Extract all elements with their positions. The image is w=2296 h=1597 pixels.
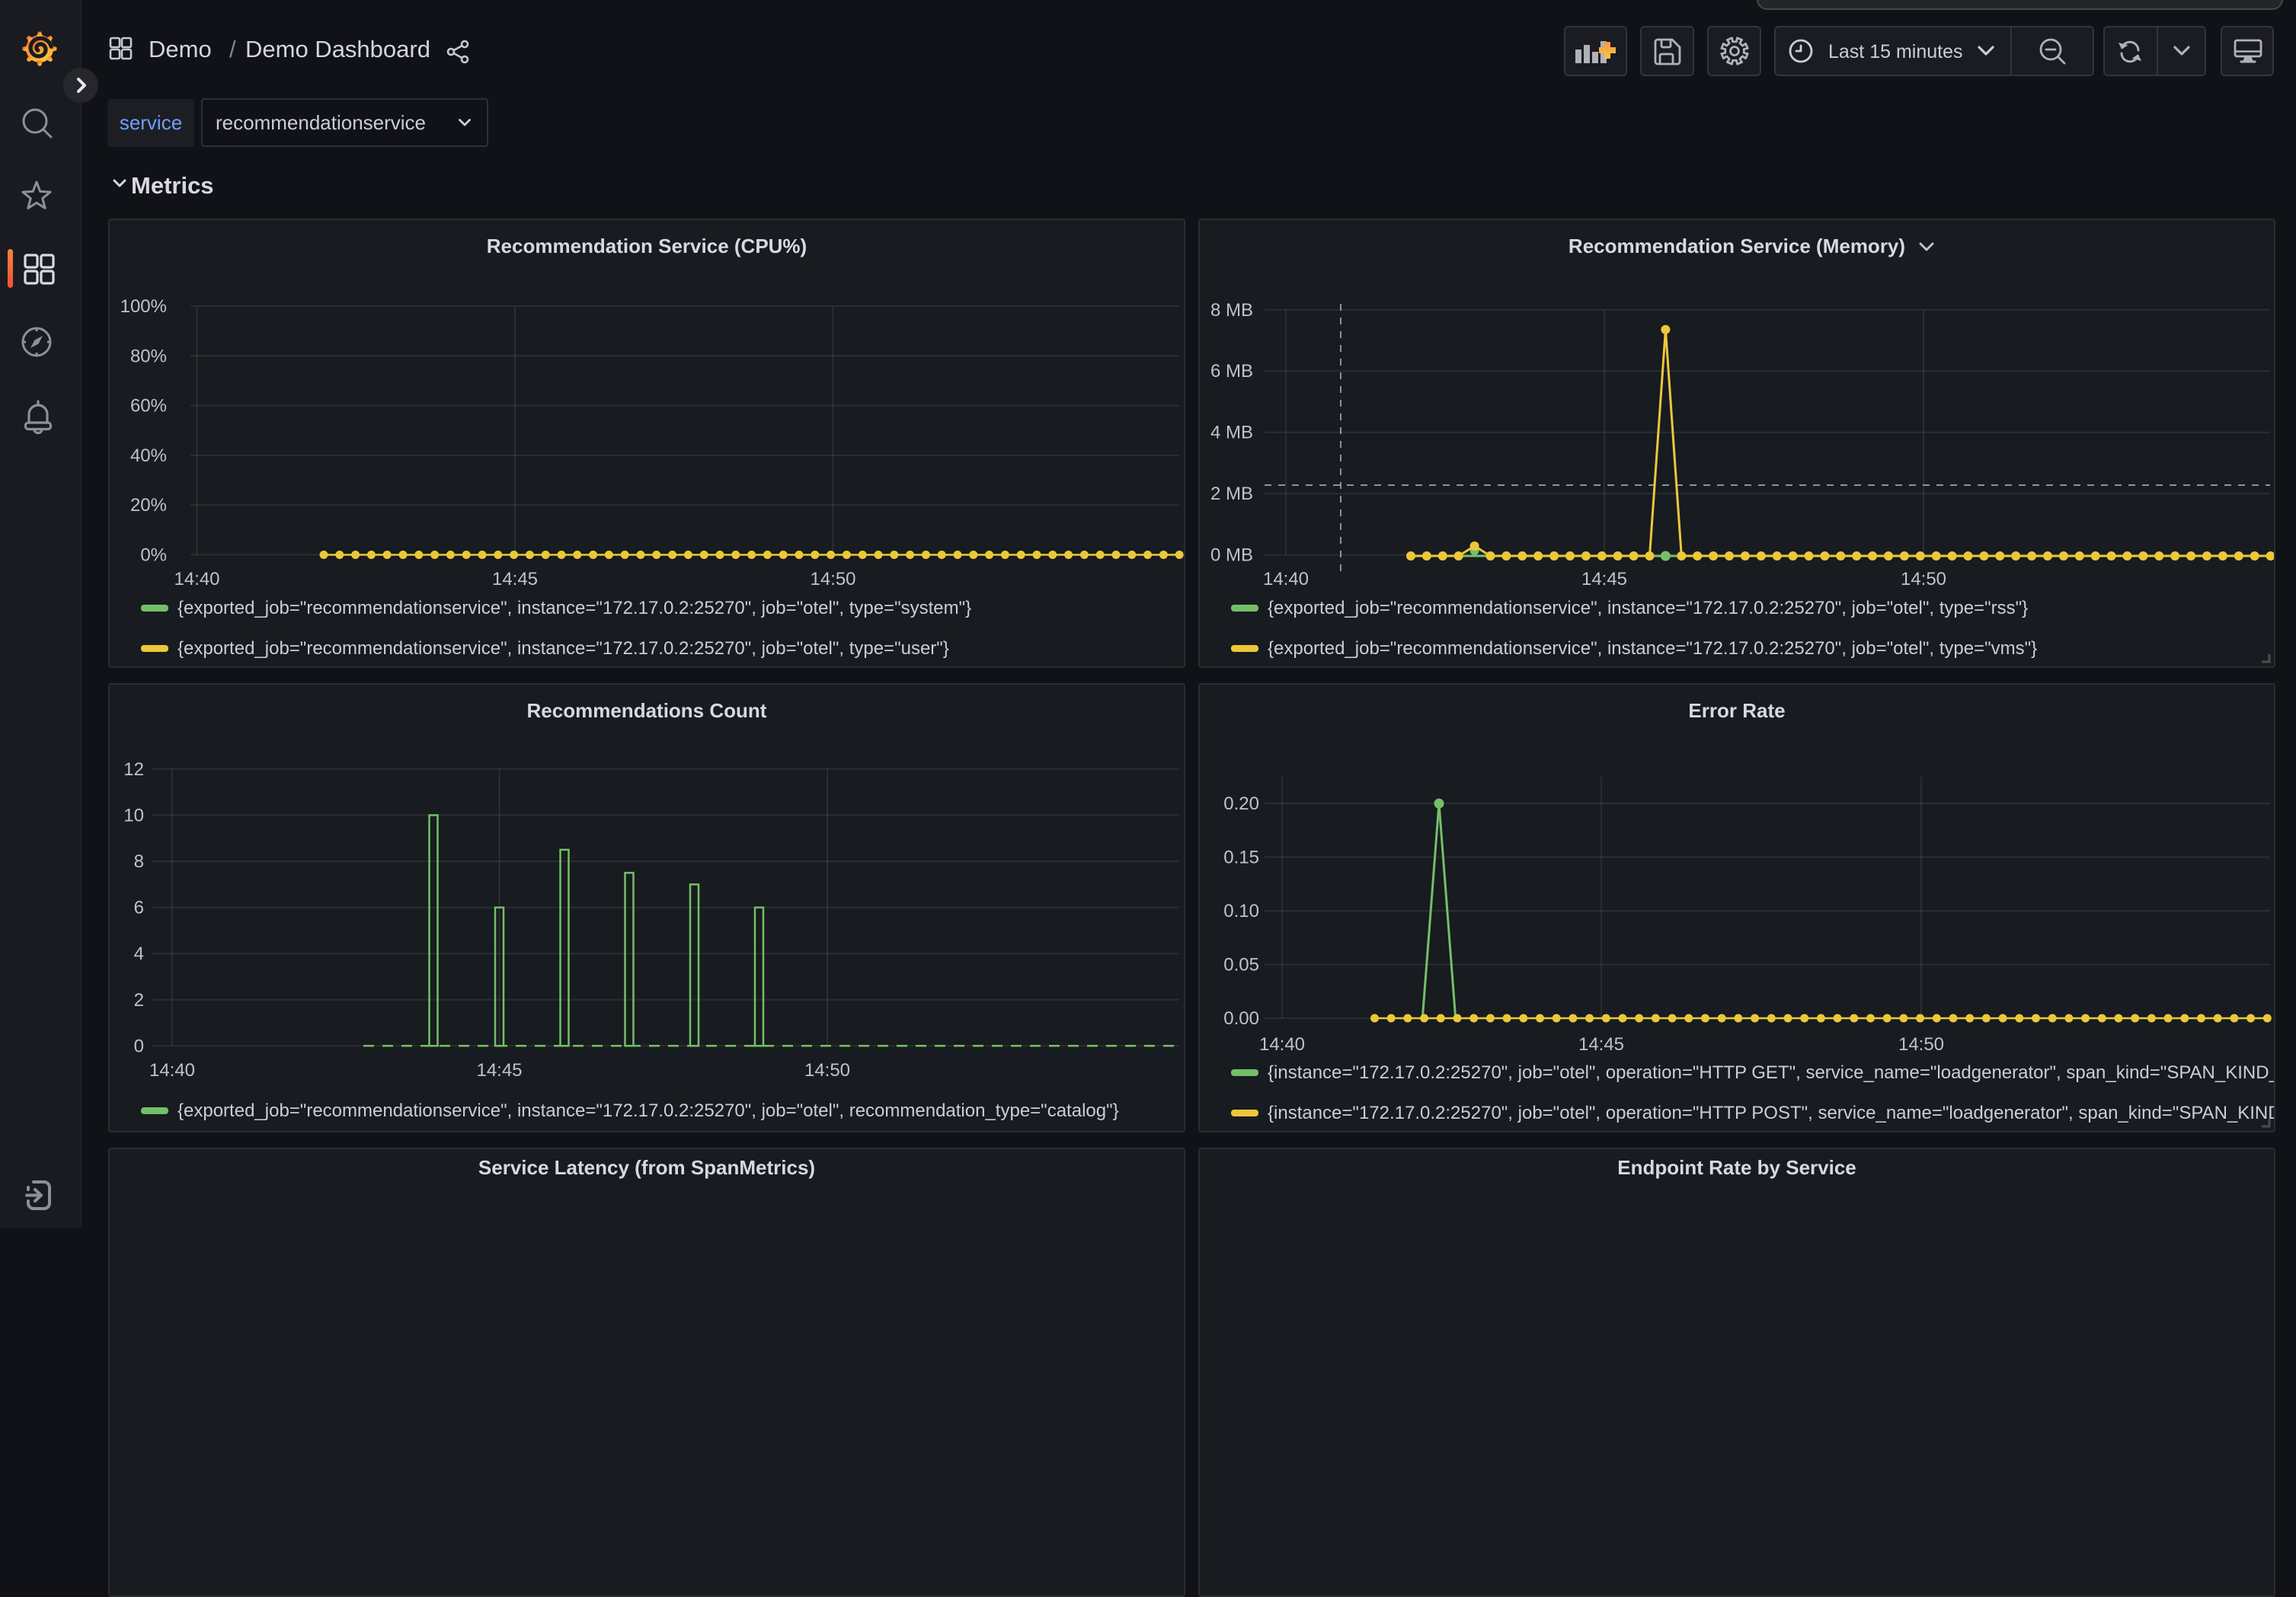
svg-text:14:45: 14:45 — [1581, 569, 1627, 589]
svg-text:0.10: 0.10 — [1223, 901, 1259, 921]
svg-text:6: 6 — [134, 898, 144, 918]
svg-text:4 MB: 4 MB — [1210, 423, 1253, 443]
svg-text:0: 0 — [134, 1036, 144, 1056]
svg-text:100%: 100% — [120, 296, 167, 317]
svg-text:0%: 0% — [140, 545, 167, 566]
svg-text:14:50: 14:50 — [810, 569, 855, 589]
svg-text:6 MB: 6 MB — [1210, 361, 1253, 382]
svg-text:8: 8 — [134, 851, 144, 872]
svg-text:14:50: 14:50 — [1901, 569, 1946, 589]
svg-text:0 MB: 0 MB — [1210, 545, 1253, 566]
svg-text:14:40: 14:40 — [174, 569, 219, 589]
svg-text:14:40: 14:40 — [149, 1060, 195, 1081]
svg-text:0.05: 0.05 — [1223, 955, 1259, 976]
svg-text:14:40: 14:40 — [1259, 1034, 1305, 1055]
svg-text:14:45: 14:45 — [1578, 1034, 1624, 1055]
svg-text:14:50: 14:50 — [1898, 1034, 1944, 1055]
svg-text:20%: 20% — [130, 495, 167, 516]
svg-text:2 MB: 2 MB — [1210, 484, 1253, 504]
svg-text:40%: 40% — [130, 446, 167, 466]
svg-text:14:45: 14:45 — [492, 569, 538, 589]
svg-text:10: 10 — [123, 805, 144, 826]
svg-text:0.15: 0.15 — [1223, 848, 1259, 868]
svg-text:80%: 80% — [130, 346, 167, 366]
svg-text:0.20: 0.20 — [1223, 794, 1259, 814]
svg-text:0.00: 0.00 — [1223, 1008, 1259, 1029]
svg-text:8 MB: 8 MB — [1210, 300, 1253, 321]
svg-text:14:40: 14:40 — [1263, 569, 1309, 589]
svg-text:4: 4 — [134, 944, 144, 964]
svg-text:12: 12 — [123, 759, 144, 780]
svg-text:14:45: 14:45 — [476, 1060, 522, 1081]
svg-text:14:50: 14:50 — [804, 1060, 850, 1081]
svg-text:60%: 60% — [130, 396, 167, 417]
svg-text:2: 2 — [134, 990, 144, 1011]
